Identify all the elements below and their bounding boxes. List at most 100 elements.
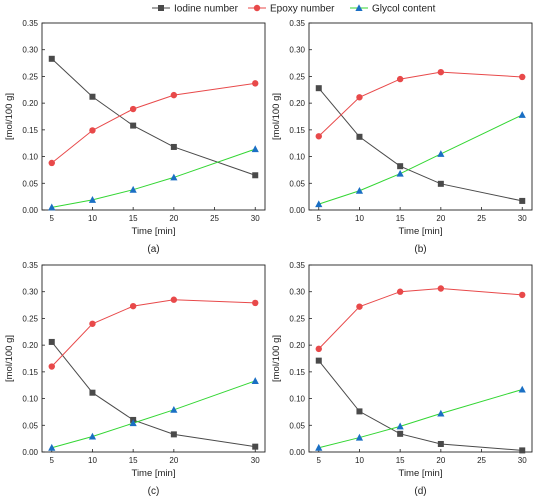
legend: Iodine number Epoxy number Glycol content — [152, 4, 436, 15]
data-point-iodine-number — [437, 180, 444, 187]
legend-label-glycol-content: Glycol content — [372, 4, 436, 15]
x-tick-label: 10 — [88, 214, 97, 223]
panel-d: 0.00 0.05 0.10 0.15 0.20 0.25 0.30 0.35 5 10 15 20 2… — [271, 261, 533, 497]
y-axis-label: [mol/100 g] — [4, 335, 15, 382]
series-line-glycol-content — [318, 114, 523, 205]
data-point-epoxy-number — [437, 285, 445, 292]
data-point-glycol-content — [355, 433, 364, 441]
y-tick-label: 0.25 — [289, 314, 305, 323]
plot-frame — [308, 22, 533, 211]
chart-panels: 0.00 0.05 0.10 0.15 0.20 0.25 0.30 0.35 5 10 15 20 2… — [4, 19, 533, 497]
panel-b: 0.00 0.05 0.10 0.15 0.20 0.25 0.30 0.35 5 10 15 20 2… — [271, 19, 533, 255]
series-line-iodine-number — [51, 341, 256, 448]
data-point-iodine-number — [397, 430, 404, 437]
x-tick-label: 25 — [477, 456, 486, 465]
data-point-glycol-content — [437, 150, 445, 157]
x-axis-label: Time [min] — [132, 468, 176, 479]
x-tick-label: 20 — [436, 456, 445, 465]
plot-frame — [41, 264, 266, 453]
data-point-epoxy-number — [252, 299, 259, 307]
x-tick-label: 20 — [169, 456, 178, 465]
data-point-epoxy-number — [396, 288, 404, 295]
legend-marker-epoxy-number — [253, 4, 261, 12]
data-point-glycol-content — [129, 185, 137, 193]
data-point-epoxy-number — [315, 345, 322, 353]
legend-marker-iodine-number — [158, 5, 164, 11]
y-tick-label: 0.25 — [22, 314, 38, 323]
data-point-iodine-number — [89, 389, 96, 396]
panel-label: (a) — [147, 244, 159, 255]
data-point-glycol-content — [251, 145, 259, 153]
y-axis-label: [mol/100 g] — [271, 335, 282, 382]
data-point-glycol-content — [518, 111, 526, 118]
panel-label: (b) — [414, 244, 426, 255]
data-point-epoxy-number — [437, 68, 445, 76]
y-tick-label: 0.10 — [289, 395, 305, 404]
data-point-iodine-number — [170, 143, 177, 150]
x-tick-label: 15 — [396, 456, 405, 465]
panel-label: (c) — [148, 486, 160, 497]
plot-frame — [308, 264, 533, 453]
y-tick-label: 0.25 — [22, 72, 38, 81]
data-point-iodine-number — [315, 85, 322, 92]
data-point-epoxy-number — [396, 75, 404, 83]
y-tick-label: 0.05 — [22, 179, 38, 188]
x-tick-label: 30 — [251, 456, 260, 465]
x-tick-label: 15 — [129, 214, 138, 223]
data-point-iodine-number — [89, 93, 96, 100]
y-tick-label: 0.30 — [289, 288, 305, 297]
plot-frame — [41, 22, 266, 211]
y-tick-label: 0.05 — [289, 179, 305, 188]
panel-label: (d) — [414, 486, 426, 497]
data-point-iodine-number — [397, 163, 404, 170]
data-point-glycol-content — [315, 443, 323, 451]
x-tick-label: 30 — [518, 214, 527, 223]
y-tick-label: 0.35 — [22, 261, 38, 270]
data-point-epoxy-number — [129, 105, 137, 113]
y-tick-label: 0.10 — [289, 153, 305, 162]
y-tick-label: 0.35 — [289, 261, 305, 270]
data-point-epoxy-number — [315, 133, 322, 140]
series-line-iodine-number — [318, 87, 523, 202]
data-point-iodine-number — [437, 440, 444, 447]
series-line-glycol-content — [51, 380, 256, 449]
y-tick-label: 0.30 — [22, 288, 38, 297]
x-axis-label: Time [min] — [399, 468, 443, 479]
x-tick-label: 10 — [355, 456, 364, 465]
series-line-epoxy-number — [318, 288, 523, 350]
x-axis-label: Time [min] — [132, 226, 176, 237]
data-point-iodine-number — [315, 357, 322, 364]
data-point-glycol-content — [88, 196, 97, 203]
y-tick-label: 0.30 — [22, 46, 38, 55]
x-tick-label: 15 — [396, 214, 405, 223]
x-tick-label: 25 — [477, 214, 486, 223]
data-point-iodine-number — [170, 431, 177, 438]
legend-marker-glycol-content — [355, 4, 363, 11]
data-point-glycol-content — [251, 377, 259, 384]
data-point-glycol-content — [170, 405, 178, 413]
data-point-epoxy-number — [89, 320, 96, 327]
series-line-iodine-number — [318, 360, 523, 451]
y-tick-label: 0.05 — [22, 421, 38, 430]
data-point-epoxy-number — [519, 73, 526, 81]
data-point-glycol-content — [396, 422, 404, 430]
y-tick-label: 0.15 — [22, 126, 38, 135]
series-line-epoxy-number — [51, 299, 256, 367]
data-point-epoxy-number — [356, 303, 363, 310]
data-point-glycol-content — [48, 443, 56, 451]
y-tick-label: 0.15 — [289, 126, 305, 135]
panel-a: 0.00 0.05 0.10 0.15 0.20 0.25 0.30 0.35 5 10 15 20 2… — [4, 19, 266, 255]
data-point-glycol-content — [396, 169, 404, 177]
x-tick-label: 10 — [88, 456, 97, 465]
data-point-epoxy-number — [48, 363, 55, 370]
y-tick-label: 0.00 — [289, 206, 305, 215]
data-point-iodine-number — [48, 338, 55, 345]
data-point-epoxy-number — [89, 127, 96, 134]
x-tick-label: 30 — [518, 456, 527, 465]
x-tick-label: 20 — [169, 214, 178, 223]
y-tick-label: 0.00 — [22, 448, 38, 457]
data-point-epoxy-number — [129, 302, 137, 310]
series-line-iodine-number — [51, 58, 256, 176]
data-point-epoxy-number — [252, 80, 259, 87]
